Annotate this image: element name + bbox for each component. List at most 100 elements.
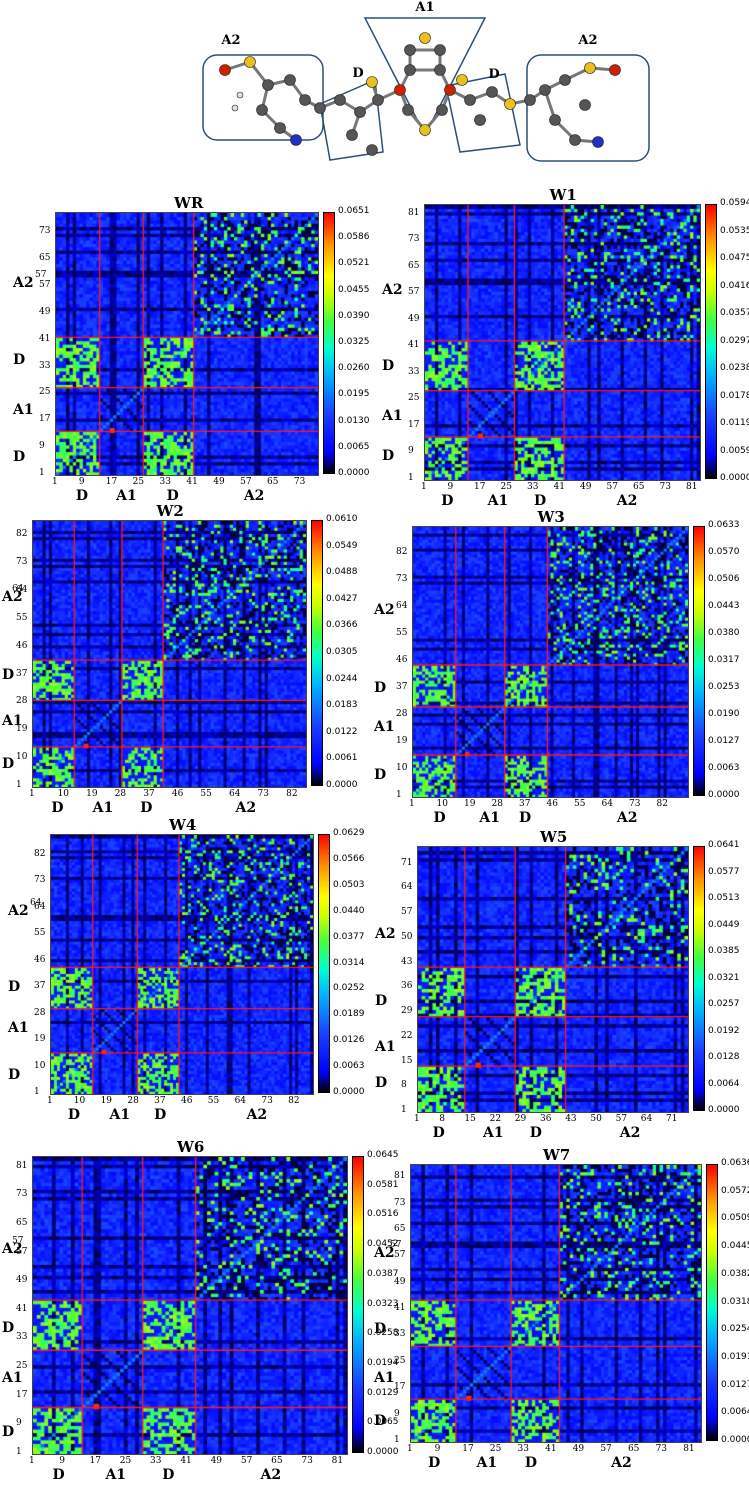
a2-superscript-tick: 64 (30, 897, 42, 908)
oxygen-atom-17 (394, 84, 406, 96)
y-tick-label: 17 (39, 414, 51, 425)
carbon-atom-5 (256, 104, 268, 116)
x-tick-label: 10 (73, 1096, 86, 1106)
sulfur-atom-22 (419, 124, 431, 136)
panel-w3: W3 0.0000 0.0063 0.0127 0.0190 0.0253 0.0317 0.… (374, 508, 747, 836)
colorbar-tick-label: 0.0122 (326, 726, 358, 737)
colorbar-tick-label: 0.0645 (367, 1150, 399, 1160)
x-tick-label: 46 (171, 789, 184, 799)
molecule-label-a2: A2 (220, 33, 240, 48)
y-group-label: D (382, 447, 395, 464)
y-group-label: D (375, 993, 388, 1010)
y-tick-label: 9 (16, 1418, 22, 1429)
x-tick-label: 1 (409, 799, 415, 809)
x-tick-label: 73 (659, 482, 671, 492)
colorbar-tick-label: 0.0253 (708, 682, 740, 692)
x-tick-label: 28 (491, 799, 503, 809)
x-group-label: A1 (479, 810, 500, 826)
y-group-label: A1 (2, 713, 23, 730)
colorbar-tick-label: 0.0000 (338, 468, 370, 478)
carbon-atom-4 (299, 94, 311, 106)
heatmap-plot (50, 834, 314, 1095)
colorbar-tick-label: 0.0380 (708, 628, 740, 638)
y-tick-label: 1 (16, 1447, 22, 1457)
colorbar-tick-label: 0.0000 (333, 1087, 365, 1097)
x-tick-label: 33 (517, 1444, 529, 1454)
colorbar-tick-label: 0.0535 (720, 225, 749, 236)
y-group-label: A1 (2, 1369, 23, 1386)
chart-title: WR (174, 194, 204, 212)
y-group-label: D (374, 1320, 387, 1337)
y-group-label: A1 (382, 408, 403, 425)
y-tick-label: 25 (408, 393, 420, 404)
x-tick-label: 25 (489, 1444, 502, 1454)
colorbar-tick-label: 0.0382 (721, 1268, 749, 1279)
y-tick-label: 73 (16, 557, 28, 568)
y-group-label: D (374, 680, 387, 696)
x-tick-label: 81 (683, 1444, 695, 1454)
colorbar-tick-label: 0.0127 (721, 1379, 749, 1390)
y-group-label: D (2, 666, 15, 683)
nitrogen-atom-7 (290, 134, 302, 146)
colorbar-tick-label: 0.0129 (367, 1387, 399, 1398)
x-group-label: A2 (616, 493, 638, 509)
y-group-label: D (2, 1423, 15, 1440)
y-tick-label: 65 (16, 1217, 28, 1228)
colorbar-tick-label: 0.0059 (720, 445, 749, 456)
y-tick-label: 28 (34, 1007, 46, 1018)
x-tick-label: 55 (574, 799, 586, 809)
colorbar-tick-label: 0.0506 (708, 574, 740, 584)
y-tick-label: 10 (34, 1060, 46, 1071)
x-group-label: D (428, 1455, 441, 1471)
y-tick-label: 82 (396, 547, 408, 557)
y-tick-label: 73 (39, 226, 51, 237)
x-group-label: A1 (92, 800, 114, 816)
y-group-label: A2 (8, 902, 29, 919)
colorbar-tick-label: 0.0387 (367, 1268, 399, 1279)
colorbar-tick-label: 0.0183 (326, 700, 358, 711)
x-tick-label: 50 (590, 1114, 602, 1124)
x-tick-label: 41 (545, 1444, 557, 1454)
y-tick-label: 81 (408, 207, 420, 218)
x-tick-label: 41 (553, 482, 565, 492)
molecule-label-a1: A1 (414, 0, 434, 15)
colorbar (318, 834, 330, 1093)
y-tick-label: 36 (401, 981, 413, 992)
colorbar-tick-label: 0.0633 (708, 520, 740, 530)
x-tick-label: 57 (600, 1444, 612, 1454)
x-tick-label: 41 (180, 1456, 192, 1466)
colorbar (352, 1156, 364, 1453)
y-tick-label: 37 (34, 981, 46, 992)
x-tick-label: 49 (580, 482, 592, 492)
colorbar-tick-label: 0.0566 (333, 853, 365, 864)
a2-superscript-tick: 57 (12, 1236, 24, 1247)
y-tick-label: 19 (34, 1034, 46, 1045)
x-group-label: A1 (109, 1107, 131, 1123)
carbon-atom-34 (559, 74, 571, 86)
carbon-atom-30 (474, 114, 486, 126)
carbon-atom-3 (284, 74, 296, 86)
x-group-label: D (75, 488, 88, 504)
x-tick-label: 46 (180, 1096, 193, 1106)
x-tick-label: 65 (627, 1444, 640, 1454)
carbon-atom-16 (366, 144, 378, 156)
carbon-atom-27 (464, 94, 476, 106)
x-tick-label: 81 (686, 482, 698, 492)
x-tick-label: 57 (240, 1456, 253, 1466)
colorbar-tick-label: 0.0577 (708, 866, 740, 877)
sulfur-atom-35 (584, 62, 596, 74)
x-tick-label: 49 (213, 477, 225, 487)
colorbar-tick-label: 0.0475 (720, 253, 749, 263)
molecule-label-a2: A2 (577, 33, 597, 48)
y-tick-label: 19 (16, 724, 28, 735)
y-tick-label: 1 (396, 790, 402, 800)
a2-superscript-tick: 57 (390, 1240, 402, 1251)
y-tick-label: 9 (39, 441, 45, 452)
y-tick-label: 41 (408, 340, 420, 351)
panel-wr: WR 0.0000 0.0065 0.0130 0.0195 0.0260 0.0325 0.… (8, 194, 377, 514)
x-tick-label: 17 (105, 477, 118, 487)
y-tick-label: 55 (16, 612, 28, 623)
heatmap-plot (410, 1164, 702, 1443)
x-tick-label: 41 (186, 477, 198, 487)
x-tick-label: 19 (86, 789, 98, 799)
